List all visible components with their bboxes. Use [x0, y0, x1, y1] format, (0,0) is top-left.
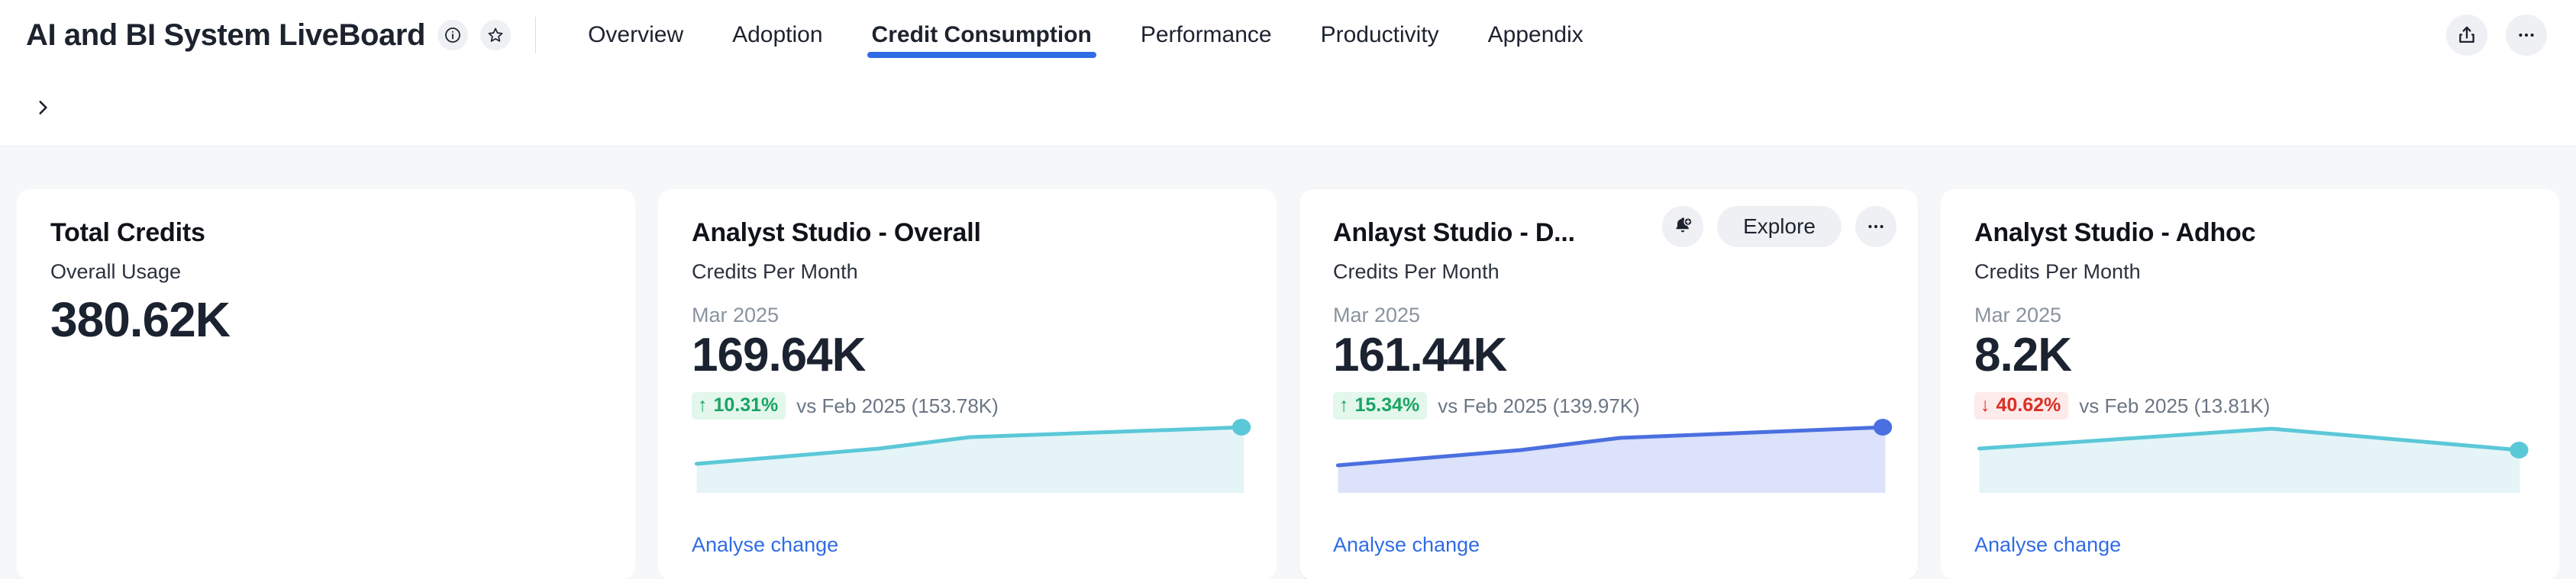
card-subtitle: Credits Per Month [1333, 260, 1499, 283]
card-period: Mar 2025 [1333, 304, 1421, 326]
delta-percent: 40.62% [1996, 394, 2061, 417]
more-horizontal-icon[interactable] [1855, 206, 1896, 247]
card-title: Total Credits [50, 218, 205, 247]
subheader-row [0, 70, 2576, 145]
card-delta-row: ↑ 10.31% vs Feb 2025 (153.78K) [692, 392, 1243, 420]
kpi-card-row: Total Credits Overall Usage 380.62K Anal… [0, 146, 2576, 579]
status-badge: ↑ 15.34% [1333, 392, 1428, 420]
page-title: AI and BI System LiveBoard [26, 18, 426, 52]
card-value: 380.62K [50, 292, 231, 347]
kpi-card-analyst-studio-overall[interactable]: Analyst Studio - Overall Credits Per Mon… [658, 189, 1277, 579]
card-delta-row: ↑ 15.34% vs Feb 2025 (139.97K) [1333, 392, 1884, 420]
kpi-card-analyst-studio-d[interactable]: Anlayst Studio - D... Credits Per Month … [1299, 189, 1918, 579]
analyse-change-link[interactable]: Analyse change [692, 533, 839, 556]
card-subtitle: Credits Per Month [1974, 260, 2141, 283]
status-badge: ↓ 40.62% [1974, 392, 2069, 420]
tab-productivity[interactable]: Productivity [1320, 22, 1439, 47]
kpi-card-analyst-studio-adhoc[interactable]: Analyst Studio - Adhoc Credits Per Month… [1941, 189, 2559, 579]
delta-percent: 15.34% [1354, 394, 1420, 417]
tab-adoption[interactable]: Adoption [732, 22, 823, 47]
sparkline-chart [692, 418, 1251, 510]
card-delta-row: ↓ 40.62% vs Feb 2025 (13.81K) [1974, 392, 2526, 420]
card-subtitle: Overall Usage [50, 260, 182, 283]
card-hover-toolbar: Explore [1662, 206, 1896, 247]
analyse-change-link[interactable]: Analyse change [1974, 533, 2122, 556]
arrow-down-icon: ↓ [1980, 394, 1990, 417]
card-period: Mar 2025 [692, 304, 780, 326]
star-icon[interactable] [480, 20, 512, 50]
chevron-right-icon[interactable] [26, 91, 60, 124]
more-horizontal-icon[interactable] [2506, 14, 2547, 56]
analyse-change-link[interactable]: Analyse change [1333, 533, 1480, 556]
status-badge: ↑ 10.31% [692, 392, 786, 420]
share-icon[interactable] [2446, 14, 2487, 56]
card-title: Anlayst Studio - D... [1333, 218, 1575, 247]
card-value: 169.64K [692, 329, 866, 381]
explore-button[interactable]: Explore [1717, 206, 1842, 247]
tab-performance[interactable]: Performance [1140, 22, 1272, 47]
kpi-card-total-credits[interactable]: Total Credits Overall Usage 380.62K [17, 189, 635, 579]
card-subtitle: Credits Per Month [692, 260, 858, 283]
sparkline-chart [1333, 418, 1893, 510]
delta-comparison: vs Feb 2025 (139.97K) [1438, 394, 1640, 417]
title-group: AI and BI System LiveBoard [26, 18, 512, 53]
arrow-up-icon: ↑ [698, 394, 708, 417]
tab-bar: Overview Adoption Credit Consumption Per… [563, 0, 1608, 70]
card-value: 161.44K [1333, 329, 1507, 381]
header-row: AI and BI System LiveBoard Overview Adop… [0, 0, 2576, 70]
card-value: 8.2K [1974, 329, 2072, 381]
card-period: Mar 2025 [1974, 304, 2062, 326]
card-title: Analyst Studio - Overall [692, 218, 981, 247]
bell-plus-icon[interactable] [1662, 206, 1704, 247]
header-actions [2446, 14, 2547, 56]
tab-overview[interactable]: Overview [588, 22, 684, 47]
card-title: Analyst Studio - Adhoc [1974, 218, 2256, 247]
sparkline-chart [1974, 418, 2532, 510]
tab-appendix[interactable]: Appendix [1487, 22, 1583, 47]
top-header-bar: AI and BI System LiveBoard Overview Adop… [0, 0, 2576, 146]
info-circle-icon[interactable] [437, 20, 469, 50]
delta-percent: 10.31% [713, 394, 779, 417]
delta-comparison: vs Feb 2025 (153.78K) [796, 394, 999, 417]
header-divider [535, 17, 537, 53]
tab-credit-consumption[interactable]: Credit Consumption [847, 0, 1116, 70]
delta-comparison: vs Feb 2025 (13.81K) [2079, 394, 2271, 417]
arrow-up-icon: ↑ [1339, 394, 1349, 417]
